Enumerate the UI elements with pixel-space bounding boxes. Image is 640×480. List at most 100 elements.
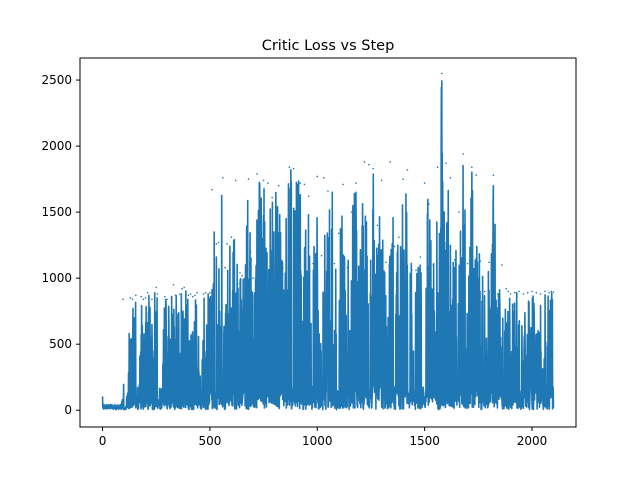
- data-point: [122, 298, 124, 301]
- data-point: [410, 269, 413, 272]
- data-point: [271, 196, 273, 199]
- data-point: [159, 405, 162, 408]
- data-point: [552, 291, 555, 293]
- y-tick-label: 1500: [41, 205, 72, 219]
- data-point: [406, 169, 409, 171]
- data-point: [256, 173, 258, 175]
- data-point: [350, 211, 353, 213]
- data-point: [135, 294, 137, 297]
- data-point: [187, 294, 190, 297]
- data-point: [389, 161, 392, 163]
- data-point: [342, 183, 344, 186]
- data-point: [196, 291, 198, 294]
- data-point: [505, 287, 508, 290]
- data-point: [140, 295, 142, 298]
- data-point: [380, 179, 383, 182]
- y-tick-label: 500: [49, 337, 72, 351]
- data-point: [277, 184, 280, 187]
- y-tick-label: 2000: [41, 139, 72, 153]
- data-point: [320, 254, 323, 257]
- data-point: [359, 252, 362, 254]
- x-tick-label: 2000: [517, 434, 548, 448]
- data-point: [518, 290, 520, 293]
- data-point: [226, 243, 228, 245]
- data-point: [368, 163, 370, 166]
- data-point: [307, 195, 310, 198]
- data-point: [189, 293, 192, 295]
- data-point: [372, 167, 374, 170]
- data-point: [194, 294, 196, 297]
- data-point: [355, 182, 357, 184]
- data-point: [101, 396, 104, 398]
- series-layer: [101, 72, 555, 411]
- data-point: [363, 161, 366, 163]
- chart-title: Critic Loss vs Step: [262, 38, 395, 54]
- data-point: [166, 298, 168, 301]
- data-point: [333, 262, 336, 265]
- data-point: [479, 260, 482, 262]
- data-point: [483, 290, 486, 293]
- data-point: [106, 404, 108, 406]
- data-point: [230, 236, 233, 239]
- data-point: [170, 297, 173, 299]
- data-point: [137, 402, 139, 405]
- data-point: [496, 293, 499, 295]
- data-point: [224, 266, 226, 269]
- data-point: [202, 293, 205, 295]
- data-point: [146, 291, 149, 294]
- data-point: [191, 295, 194, 298]
- x-tick-label: 0: [99, 434, 107, 448]
- data-point: [237, 282, 239, 285]
- data-point: [475, 174, 477, 176]
- data-point: [501, 264, 503, 266]
- data-point: [303, 183, 306, 186]
- data-point: [181, 287, 183, 290]
- data-point: [262, 179, 265, 182]
- x-tick-label: 1000: [302, 434, 333, 448]
- data-point: [507, 290, 510, 293]
- y-tick-label: 0: [64, 403, 72, 417]
- data-point: [252, 277, 254, 279]
- data-point: [453, 258, 456, 261]
- data-point: [514, 291, 516, 294]
- data-point: [243, 278, 246, 281]
- data-point: [131, 298, 134, 301]
- tick-layer: 0 500 1000 1500 2000 0 500 1000 1500 2000 2500: [41, 73, 547, 448]
- data-point: [428, 203, 430, 205]
- data-point: [331, 191, 334, 194]
- data-point: [535, 291, 538, 294]
- data-point: [239, 272, 241, 274]
- data-point: [209, 291, 211, 294]
- data-point: [449, 176, 452, 179]
- data-point: [217, 241, 220, 244]
- plot-frame: [79, 57, 577, 428]
- data-point: [398, 236, 400, 239]
- data-point: [337, 232, 340, 235]
- data-point: [282, 266, 284, 269]
- data-point: [445, 162, 447, 165]
- data-point: [144, 297, 147, 299]
- data-point: [151, 298, 153, 301]
- data-point: [164, 295, 166, 298]
- data-point: [548, 291, 550, 294]
- y-tick-label: 2500: [41, 73, 72, 87]
- data-point: [522, 293, 525, 295]
- data-point: [179, 293, 181, 295]
- data-point: [488, 261, 490, 264]
- data-point: [471, 166, 473, 169]
- data-point: [267, 182, 269, 184]
- data-point: [249, 250, 252, 253]
- data-point: [123, 408, 125, 411]
- data-point: [221, 176, 224, 179]
- data-point: [172, 283, 175, 286]
- data-point: [415, 269, 417, 272]
- data-point: [299, 182, 301, 184]
- data-point: [156, 293, 159, 295]
- data-point: [247, 178, 250, 180]
- data-point: [316, 175, 319, 178]
- data-point: [204, 291, 207, 294]
- data-point: [402, 178, 404, 180]
- data-point: [102, 408, 105, 410]
- data-point: [539, 293, 542, 295]
